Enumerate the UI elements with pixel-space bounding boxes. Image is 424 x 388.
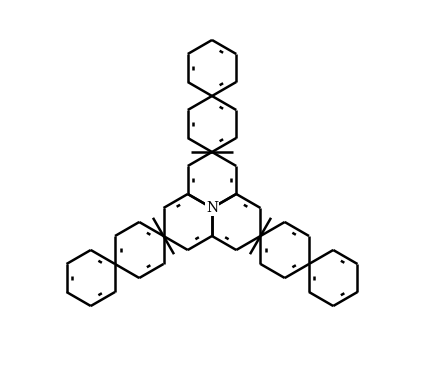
Text: N: N xyxy=(206,201,218,215)
